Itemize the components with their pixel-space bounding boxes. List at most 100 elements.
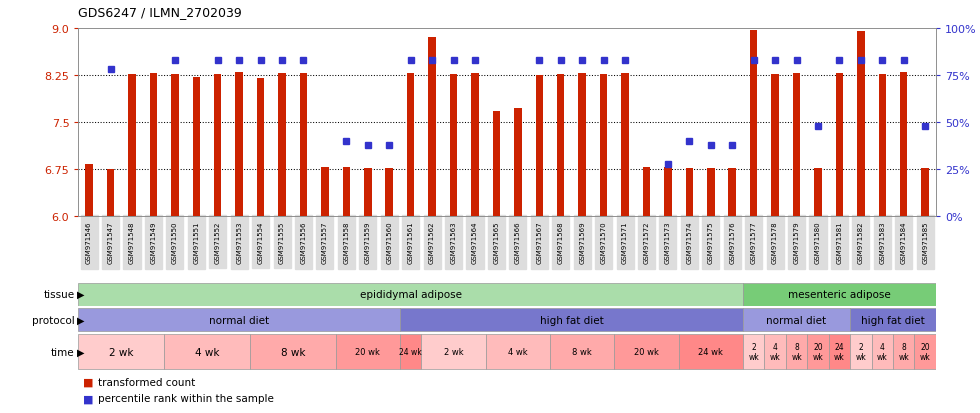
Bar [771, 75, 779, 217]
Text: 4
wk: 4 wk [769, 342, 780, 361]
Bar [808, 335, 829, 369]
Bar [321, 168, 328, 217]
Text: tissue: tissue [43, 290, 74, 299]
Bar [335, 335, 400, 369]
Text: protocol: protocol [31, 315, 74, 325]
Text: 8 wk: 8 wk [280, 347, 305, 357]
Text: transformed count: transformed count [98, 377, 195, 387]
Text: 2 wk: 2 wk [444, 347, 464, 356]
Bar [192, 78, 200, 217]
Text: 4
wk: 4 wk [877, 342, 888, 361]
Bar [385, 169, 393, 217]
Bar [921, 169, 929, 217]
Bar [914, 335, 936, 369]
Bar [78, 283, 743, 306]
Text: 24
wk: 24 wk [834, 342, 845, 361]
Bar [578, 74, 586, 217]
Bar [878, 75, 886, 217]
Bar [743, 309, 850, 332]
Bar [557, 75, 564, 217]
Bar [829, 335, 850, 369]
Bar [786, 335, 808, 369]
Bar [128, 75, 136, 217]
Bar [235, 73, 243, 217]
Bar [486, 335, 550, 369]
Bar [165, 335, 250, 369]
Bar [421, 335, 486, 369]
Bar [686, 169, 693, 217]
Bar [600, 75, 608, 217]
Text: high fat diet: high fat diet [540, 315, 604, 325]
Bar [471, 74, 479, 217]
Bar [278, 74, 286, 217]
Text: 20
wk: 20 wk [812, 342, 823, 361]
Text: 2 wk: 2 wk [109, 347, 133, 357]
Bar [364, 169, 371, 217]
Text: 20
wk: 20 wk [920, 342, 931, 361]
Bar [643, 168, 651, 217]
Bar [172, 75, 178, 217]
Bar [343, 168, 350, 217]
Text: 8 wk: 8 wk [572, 347, 592, 356]
Bar [300, 74, 308, 217]
Text: mesenteric adipose: mesenteric adipose [788, 290, 891, 299]
Text: percentile rank within the sample: percentile rank within the sample [98, 394, 273, 404]
Bar [728, 169, 736, 217]
Text: ■: ■ [83, 394, 94, 404]
Text: ▶: ▶ [77, 347, 85, 357]
Text: GDS6247 / ILMN_2702039: GDS6247 / ILMN_2702039 [78, 6, 242, 19]
Text: normal diet: normal diet [209, 315, 270, 325]
Text: normal diet: normal diet [766, 315, 826, 325]
Text: epididymal adipose: epididymal adipose [360, 290, 462, 299]
Text: 20 wk: 20 wk [356, 347, 380, 356]
Bar [621, 74, 629, 217]
Bar [707, 169, 714, 217]
Bar [750, 31, 758, 217]
Bar [793, 74, 801, 217]
Text: 4 wk: 4 wk [508, 347, 527, 356]
Bar [550, 335, 614, 369]
Bar [814, 169, 822, 217]
Bar [743, 335, 764, 369]
Bar [407, 74, 415, 217]
Bar [871, 335, 893, 369]
Bar [614, 335, 678, 369]
Text: 8
wk: 8 wk [899, 342, 909, 361]
Bar [428, 38, 436, 217]
Bar [836, 74, 843, 217]
Bar [257, 79, 265, 217]
Bar [107, 169, 115, 217]
Bar [850, 309, 936, 332]
Text: 24 wk: 24 wk [699, 347, 723, 356]
Bar [900, 73, 907, 217]
Bar [743, 283, 936, 306]
Text: 2
wk: 2 wk [856, 342, 866, 361]
Text: 2
wk: 2 wk [749, 342, 760, 361]
Bar [150, 74, 157, 217]
Bar [764, 335, 786, 369]
Bar [535, 76, 543, 217]
Bar [514, 109, 521, 217]
Text: high fat diet: high fat diet [861, 315, 925, 325]
Bar [664, 168, 671, 217]
Text: ▶: ▶ [77, 315, 85, 325]
Bar [493, 112, 500, 217]
Bar [250, 335, 335, 369]
Text: ▶: ▶ [77, 290, 85, 299]
Bar [858, 32, 864, 217]
Bar [850, 335, 871, 369]
Bar [450, 75, 458, 217]
Bar [678, 335, 743, 369]
Text: 24 wk: 24 wk [399, 347, 422, 356]
Bar [214, 75, 221, 217]
Bar [400, 335, 421, 369]
Text: 20 wk: 20 wk [634, 347, 659, 356]
Bar [78, 309, 400, 332]
Text: 4 wk: 4 wk [195, 347, 220, 357]
Text: 8
wk: 8 wk [791, 342, 802, 361]
Bar [85, 165, 93, 217]
Bar [893, 335, 914, 369]
Text: time: time [51, 347, 74, 357]
Text: ■: ■ [83, 377, 94, 387]
Bar [78, 335, 165, 369]
